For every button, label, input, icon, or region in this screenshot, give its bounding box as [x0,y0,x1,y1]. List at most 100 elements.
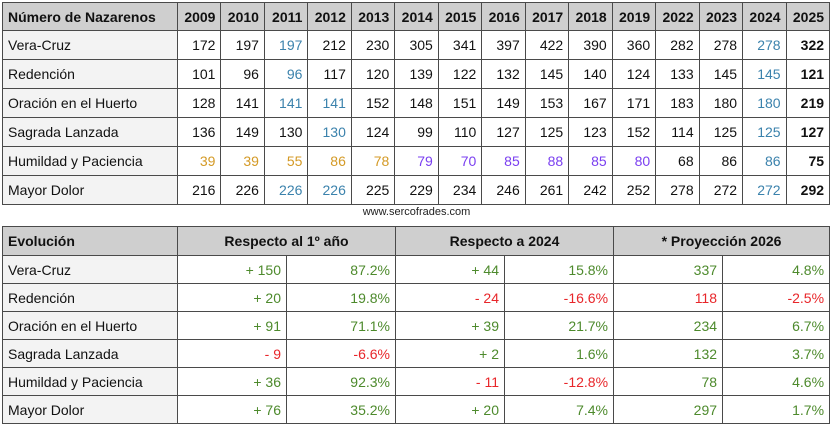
value-cell: 121 [785,59,831,89]
table-row: Sagrada Lanzada 136 149 130 130 124 99 110 127 12… [2,117,831,147]
value-cell: 118 [613,283,724,312]
table-row: Oración en el Huerto 128 141 141 141 152 148 15… [2,88,831,118]
value-cell: 261 [524,175,570,205]
value-cell: + 150 [177,255,287,284]
value-cell: - 24 [395,283,505,312]
value-cell: 140 [568,59,613,89]
value-cell: 278 [698,30,744,60]
value-cell: 167 [568,88,613,118]
value-cell: 86 [698,146,744,176]
source-credit: www.sercofrades.com [362,206,471,218]
value-cell: 422 [524,30,570,60]
value-cell: 71.1% [286,311,396,340]
value-cell: 85 [481,146,526,176]
value-cell: 125 [742,117,787,147]
value-cell: 278 [742,30,787,60]
value-cell: 141 [220,88,265,118]
value-cell: 86 [742,146,787,176]
row-label: Vera-Cruz [2,255,178,284]
year-header: 2022 [655,2,700,31]
year-header: 2018 [568,2,613,31]
row-label: Humildad y Paciencia [2,367,178,396]
value-cell: 123 [568,117,613,147]
value-cell: 6.7% [722,311,831,340]
group-header: Respecto al 1º año [177,226,396,256]
row-label: Redención [2,283,178,312]
value-cell: 130 [307,117,352,147]
year-header: 2019 [611,2,657,31]
year-header: 2023 [698,2,744,31]
value-cell: 117 [307,59,352,89]
value-cell: 226 [307,175,352,205]
value-cell: + 20 [395,395,505,424]
value-cell: 78 [613,367,724,396]
value-cell: 85 [568,146,613,176]
value-cell: 141 [307,88,352,118]
value-cell: 39 [176,146,222,176]
value-cell: 341 [437,30,483,60]
value-cell: + 91 [177,311,287,340]
value-cell: 68 [655,146,700,176]
value-cell: 80 [611,146,657,176]
value-cell: 55 [263,146,309,176]
row-label: Redención [2,59,178,89]
table-row: Vera-Cruz 172 197 197 212 230 305 341 397 422 390 3… [2,30,831,60]
value-cell: 110 [437,117,483,147]
year-header: 2014 [394,2,439,31]
value-cell: 212 [307,30,352,60]
value-cell: 151 [437,88,483,118]
value-cell: 130 [263,117,309,147]
value-cell: 39 [220,146,265,176]
value-cell: + 2 [395,339,505,368]
value-cell: 35.2% [286,395,396,424]
value-cell: 132 [613,339,724,368]
header-label: Número de Nazarenos [2,2,178,31]
value-cell: 15.8% [503,255,615,284]
value-cell: 145 [698,59,744,89]
value-cell: 242 [568,175,613,205]
value-cell: 79 [394,146,439,176]
value-cell: 87.2% [286,255,396,284]
value-cell: + 39 [395,311,505,340]
nazarenos-table: Número de Nazarenos 2009 2010 2011 2012 2013 2… [2,2,831,205]
value-cell: 127 [481,117,526,147]
value-cell: 141 [263,88,309,118]
value-cell: 292 [785,175,831,205]
year-header: 2017 [524,2,570,31]
value-cell: 70 [437,146,483,176]
value-cell: 132 [481,59,526,89]
value-cell: 124 [350,117,396,147]
value-cell: 226 [263,175,309,205]
value-cell: - 11 [395,367,505,396]
value-cell: 127 [785,117,831,147]
evolucion-table: Evolución Respecto al 1º año Respecto a 20… [2,226,831,424]
value-cell: 297 [613,395,724,424]
table-row: Oración en el Huerto + 91 71.1% + 39 21.7% 23… [2,311,831,340]
value-cell: 246 [481,175,526,205]
row-label: Mayor Dolor [2,175,178,205]
row-label: Humildad y Paciencia [2,146,178,176]
value-cell: 128 [176,88,222,118]
row-label: Sagrada Lanzada [2,117,178,147]
year-header: 2013 [350,2,396,31]
year-header: 2015 [437,2,483,31]
value-cell: 136 [176,117,222,147]
value-cell: 122 [437,59,483,89]
value-cell: 7.4% [503,395,615,424]
row-label: Vera-Cruz [2,30,178,60]
value-cell: 272 [698,175,744,205]
row-label: Sagrada Lanzada [2,339,178,368]
table-row: Humildad y Paciencia + 36 92.3% - 11 -12.8% 7… [2,367,831,396]
value-cell: 139 [394,59,439,89]
table-row: Sagrada Lanzada - 9 -6.6% + 2 1.6% 132 3.7% [2,339,831,368]
value-cell: -6.6% [286,339,396,368]
value-cell: 180 [742,88,787,118]
value-cell: 282 [655,30,700,60]
value-cell: 152 [611,117,657,147]
evolucion-header-row: Evolución Respecto al 1º año Respecto a 20… [2,226,831,256]
group-header: * Proyección 2026 [613,226,831,256]
year-header: 2025 [785,2,831,31]
value-cell: 1.6% [503,339,615,368]
table-row: Vera-Cruz + 150 87.2% + 44 15.8% 337 4.8% [2,255,831,284]
value-cell: 272 [742,175,787,205]
